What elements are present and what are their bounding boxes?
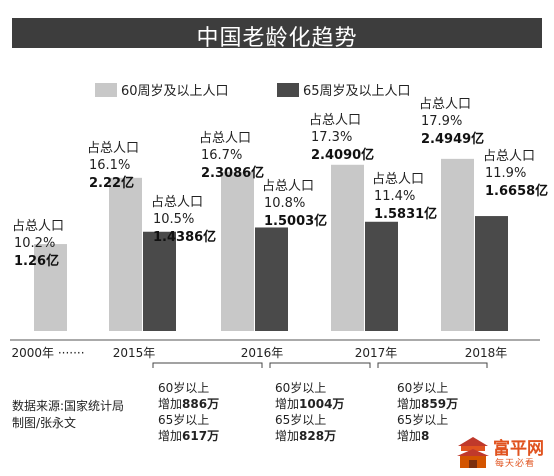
inc-label-65: 65岁以上 bbox=[397, 413, 449, 427]
inc-label-60: 60岁以上 bbox=[275, 381, 327, 395]
data-label-prefix-60-0: 占总人口 bbox=[12, 219, 64, 234]
increase-block-2016: 60岁以上 增加886万 65岁以上 增加617万 bbox=[158, 380, 219, 444]
source-note: 数据来源:国家统计局 制图/张永文 bbox=[12, 398, 124, 432]
data-label-share-60-2: 16.7% bbox=[201, 148, 242, 163]
logo-text: 富平网 bbox=[493, 439, 544, 459]
inc-verb-60: 增加 bbox=[158, 397, 183, 411]
bar-65-2 bbox=[255, 227, 288, 331]
bar-65-4 bbox=[475, 216, 508, 331]
legend-swatch-65 bbox=[277, 83, 299, 97]
x-tick-label-0: 2000年 ······· bbox=[11, 346, 84, 360]
inc-value-65: 8 bbox=[421, 429, 430, 443]
bar-65-1 bbox=[143, 231, 176, 331]
inc-value-60: 886万 bbox=[182, 397, 220, 411]
data-label-prefix-65-2: 占总人口 bbox=[262, 179, 314, 194]
site-logo[interactable]: 富平网 每天必看 bbox=[453, 432, 551, 472]
inc-value-60: 859万 bbox=[421, 397, 459, 411]
inc-verb-60: 增加 bbox=[275, 397, 300, 411]
data-label-share-65-4: 11.9% bbox=[485, 166, 526, 181]
title-bar: 中国老龄化趋势 bbox=[12, 18, 542, 51]
increase-block-2017: 60岁以上 增加1004万 65岁以上 增加828万 bbox=[275, 380, 344, 444]
data-label-share-65-1: 10.5% bbox=[153, 212, 194, 227]
bar-60-4 bbox=[441, 158, 474, 331]
chart-title: 中国老龄化趋势 bbox=[196, 26, 358, 51]
data-label-share-65-3: 11.4% bbox=[374, 189, 415, 204]
inc-label-60: 60岁以上 bbox=[397, 381, 449, 395]
inc-value-60: 1004万 bbox=[299, 397, 345, 411]
data-label-prefix-65-3: 占总人口 bbox=[372, 172, 424, 187]
inc-value-65: 828万 bbox=[299, 429, 337, 443]
inc-verb-65: 增加 bbox=[397, 429, 422, 443]
data-label-value-65-3: 1.5831亿 bbox=[374, 206, 437, 222]
x-tick-label-1: 2015年 bbox=[113, 346, 156, 360]
data-label-prefix-60-4: 占总人口 bbox=[419, 97, 471, 112]
inc-verb-60: 增加 bbox=[397, 397, 422, 411]
legend-label-65: 65周岁及以上人口 bbox=[303, 84, 411, 99]
year-range-bracket-0 bbox=[152, 362, 263, 368]
legend-swatch-60 bbox=[95, 83, 117, 97]
data-label-share-60-3: 17.3% bbox=[311, 130, 352, 145]
data-label-value-65-2: 1.5003亿 bbox=[264, 213, 327, 229]
data-label-value-60-2: 2.3086亿 bbox=[201, 165, 264, 181]
data-label-prefix-60-2: 占总人口 bbox=[199, 131, 251, 146]
increase-block-2018: 60岁以上 增加859万 65岁以上 增加8 bbox=[397, 380, 458, 444]
inc-verb-65: 增加 bbox=[158, 429, 183, 443]
bar-60-1 bbox=[109, 177, 142, 331]
legend-label-60: 60周岁及以上人口 bbox=[121, 84, 229, 99]
year-range-bracket-2 bbox=[377, 362, 488, 368]
bar-60-0 bbox=[34, 244, 67, 331]
inc-label-65: 65岁以上 bbox=[158, 413, 210, 427]
data-label-value-65-1: 1.4386亿 bbox=[153, 229, 216, 245]
year-range-bracket-1 bbox=[269, 362, 371, 368]
data-label-value-60-3: 2.4090亿 bbox=[311, 147, 374, 163]
inc-verb-65: 增加 bbox=[275, 429, 300, 443]
data-label-share-60-1: 16.1% bbox=[89, 158, 130, 173]
data-label-value-60-0: 1.26亿 bbox=[14, 253, 59, 269]
data-label-share-60-4: 17.9% bbox=[421, 114, 462, 129]
inc-label-60: 60岁以上 bbox=[158, 381, 210, 395]
data-label-prefix-65-1: 占总人口 bbox=[151, 195, 203, 210]
data-label-share-60-0: 10.2% bbox=[14, 236, 55, 251]
legend-item-60: 60周岁及以上人口 bbox=[95, 80, 229, 99]
bar-65-3 bbox=[365, 221, 398, 331]
author-line: 制图/张永文 bbox=[12, 416, 77, 430]
data-label-prefix-60-1: 占总人口 bbox=[87, 141, 139, 156]
bar-60-3 bbox=[331, 164, 364, 331]
source-line: 数据来源:国家统计局 bbox=[12, 399, 125, 413]
x-tick-label-2: 2016年 bbox=[241, 346, 284, 360]
data-label-value-65-4: 1.6658亿 bbox=[485, 183, 548, 199]
x-tick-label-4: 2018年 bbox=[465, 346, 508, 360]
pagoda-icon bbox=[457, 437, 489, 468]
data-label-share-65-2: 10.8% bbox=[264, 196, 305, 211]
data-label-prefix-60-3: 占总人口 bbox=[309, 113, 361, 128]
legend-item-65: 65周岁及以上人口 bbox=[277, 80, 411, 99]
data-label-prefix-65-4: 占总人口 bbox=[483, 149, 535, 164]
data-label-value-60-4: 2.4949亿 bbox=[421, 131, 484, 147]
inc-value-65: 617万 bbox=[182, 429, 220, 443]
x-tick-label-3: 2017年 bbox=[355, 346, 398, 360]
inc-label-65: 65岁以上 bbox=[275, 413, 327, 427]
bar-60-2 bbox=[221, 171, 254, 331]
data-label-value-60-1: 2.22亿 bbox=[89, 175, 134, 191]
logo-slogan: 每天必看 bbox=[495, 459, 536, 469]
